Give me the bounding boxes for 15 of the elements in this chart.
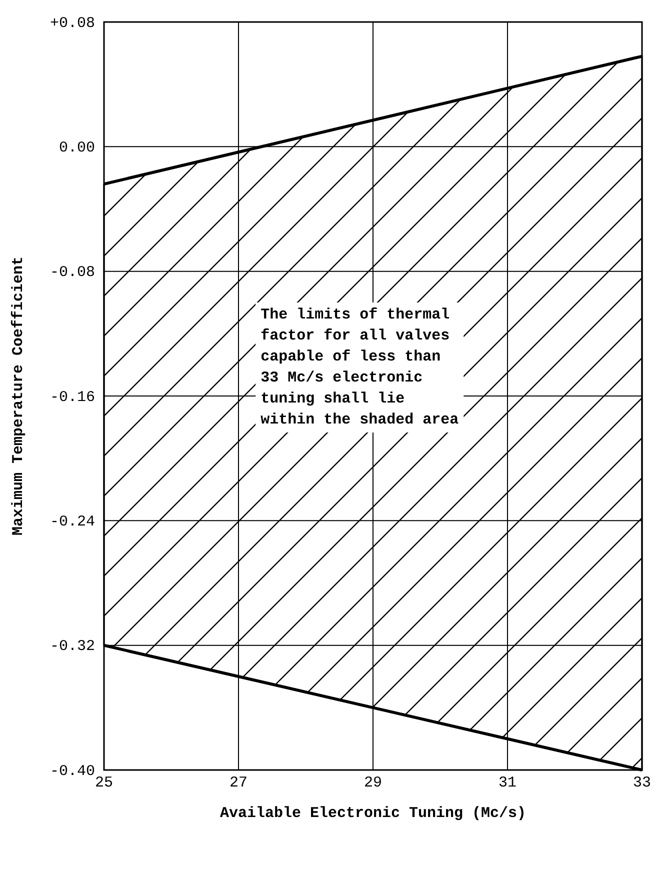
y-tick-label: -0.08 [50, 264, 95, 282]
y-axis-title: Maximum Temperature Coefficient [10, 256, 27, 536]
x-tick-label: 33 [632, 774, 652, 792]
y-tick-label: -0.40 [50, 762, 95, 780]
x-axis-title: Available Electronic Tuning (Mc/s) [220, 805, 526, 822]
x-tick-label: 27 [229, 774, 248, 792]
annotation: The limits of thermal factor for all valves capable of less than 33 Mc/s electronic tuning shall lie within the shaded area [260, 306, 459, 428]
x-tick-label: 25 [94, 774, 114, 792]
y-tick-label: -0.32 [50, 638, 95, 656]
y-tick-label: -0.24 [50, 513, 95, 530]
y-tick-label: -0.16 [50, 388, 95, 406]
y-tick-label: +0.08 [50, 14, 95, 32]
x-tick-label: 29 [364, 774, 382, 792]
x-tick-label: 31 [498, 774, 517, 792]
y-tick-label: 0.00 [58, 139, 95, 156]
